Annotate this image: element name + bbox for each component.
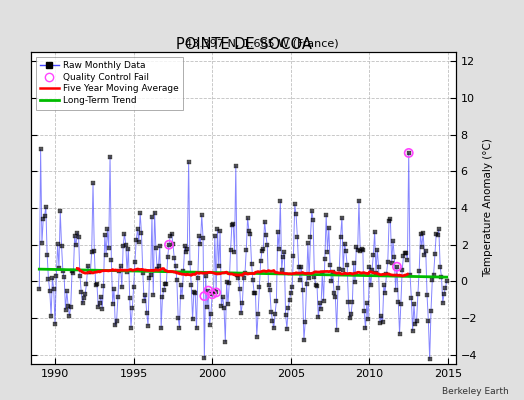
Point [204, 287, 212, 294]
Point [212, 289, 220, 296]
Point [165, 242, 173, 248]
Text: Berkeley Earth: Berkeley Earth [442, 387, 508, 396]
Point [393, 264, 401, 270]
Point [208, 291, 216, 298]
Text: 43.397 N, 1.685 W (France): 43.397 N, 1.685 W (France) [185, 38, 339, 48]
Legend: Raw Monthly Data, Quality Control Fail, Five Year Moving Average, Long-Term Tren: Raw Monthly Data, Quality Control Fail, … [36, 56, 183, 110]
Title: POINTE DE SOCOA: POINTE DE SOCOA [176, 37, 312, 52]
Point [200, 293, 209, 299]
Y-axis label: Temperature Anomaly (°C): Temperature Anomaly (°C) [483, 138, 493, 278]
Point [405, 150, 413, 156]
